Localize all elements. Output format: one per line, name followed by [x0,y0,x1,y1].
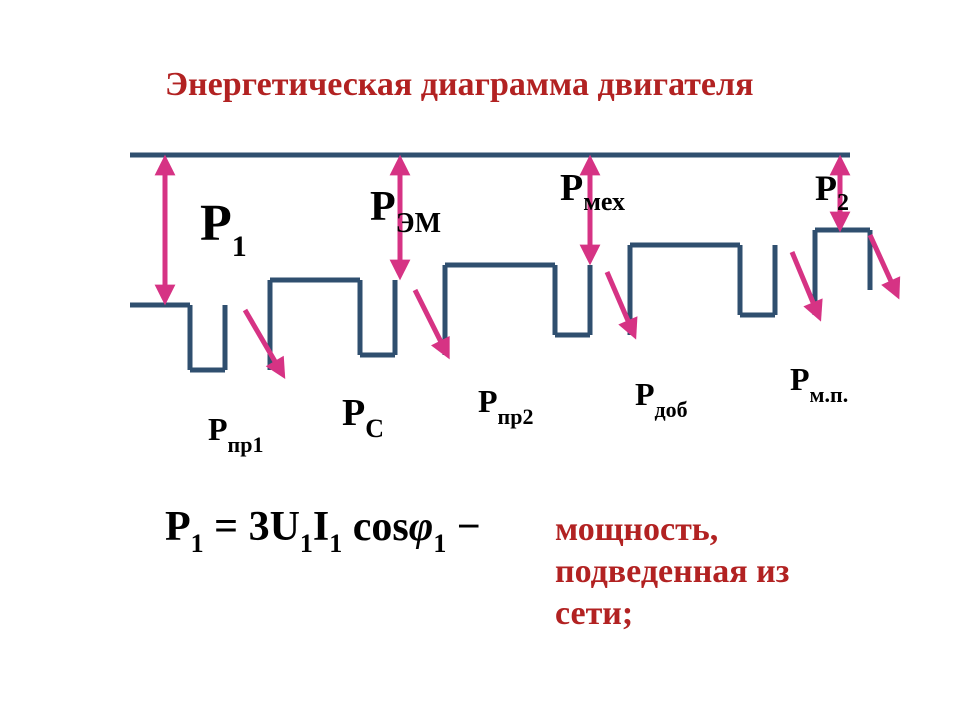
loss-arrow-0 [245,310,280,370]
loss-label-3: Pдоб [635,376,688,422]
level-label-1: PЭМ [370,184,441,239]
loss-label-2: Pпр2 [478,383,533,429]
loss-arrow-1 [415,290,445,350]
loss-arrow-4 [870,235,895,290]
loss-label-1: PС [342,392,384,443]
level-label-0: P1 [200,195,247,263]
loss-label-4: Pм.п. [790,361,848,407]
diagram-title: Энергетическая диаграмма двигателя [165,66,753,103]
loss-label-0: Pпр1 [208,411,263,457]
formula-description: мощность,подведенная изсети; [555,511,789,632]
formula: P1 = 3U1I1 cosφ1 − [165,504,481,558]
level-label-3: P2 [815,168,849,216]
